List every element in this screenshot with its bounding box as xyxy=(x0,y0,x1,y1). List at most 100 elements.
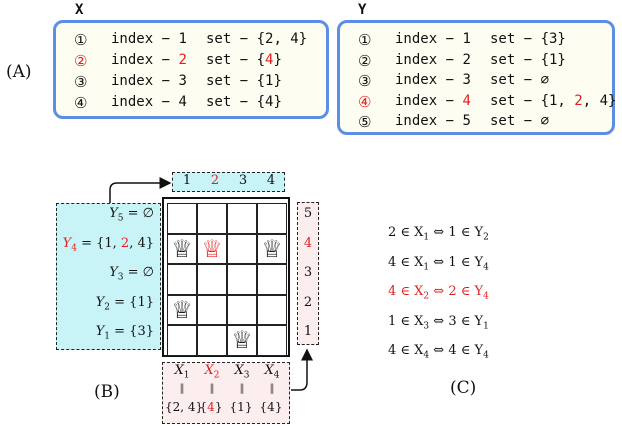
equals-glyph: ‖ xyxy=(179,383,185,394)
eq-left: 4 ∈ X xyxy=(388,284,424,299)
y-set-value: = {3} xyxy=(110,324,154,339)
y-row: ② index − 2 set − {1} xyxy=(340,52,612,72)
eq-right: ⇔ 4 ∈ Y xyxy=(429,343,484,358)
y-set-text: set − {3} xyxy=(490,31,566,47)
equivalence-equation: 2 ∈ X1 ⇔ 1 ∈ Y2 xyxy=(388,225,489,243)
y-row-index: index − 3 xyxy=(395,72,471,88)
eq-left-sub: 4 xyxy=(423,350,430,361)
y-box-title: Y xyxy=(358,2,367,18)
board-cell xyxy=(257,294,287,325)
eq-right-sub: 4 xyxy=(483,291,489,302)
y-box: ① index − 1 set − {3} ② index − 2 set − {1} ③ i… xyxy=(337,20,616,135)
x-set-values: 4 xyxy=(265,52,274,68)
queen-icon: ♕ xyxy=(261,234,283,263)
x-name-sub: 4 xyxy=(273,370,280,381)
board-cell xyxy=(227,203,257,234)
x-row-set: set − {4} xyxy=(206,52,282,68)
row-number: 2 xyxy=(303,294,313,310)
board-cell xyxy=(197,203,227,234)
board-grid: ♕ ♕ ♕ ♕ ♕ xyxy=(167,203,287,356)
y-index-value: 2 xyxy=(462,51,471,68)
x-box-title: X xyxy=(75,2,84,18)
y-row-number: ④ xyxy=(358,92,372,111)
column-number: 3 xyxy=(238,173,248,188)
x-set-values: 1 xyxy=(265,73,274,89)
y-row-set: set − {1, 2, 4} xyxy=(490,93,616,109)
x-row: ② index − 2 set − {4} xyxy=(56,52,326,72)
x-set-values: 2, 4 xyxy=(265,31,299,47)
board-cell xyxy=(167,264,197,295)
eq-right: ⇔ 3 ∈ Y xyxy=(429,313,484,329)
equivalence-equation: 4 ∈ X1 ⇔ 1 ∈ Y4 xyxy=(388,255,489,273)
board-cell xyxy=(167,294,197,325)
y-set-name: Y xyxy=(95,294,105,310)
y-row-number: ⑤ xyxy=(358,113,372,131)
equivalence-equation: 4 ∈ X2 ⇔ 2 ∈ Y4 xyxy=(388,284,489,302)
y-set-label: Y2 = {1} xyxy=(96,295,154,313)
x-row-set: set − {4} xyxy=(206,94,282,110)
x-name: X xyxy=(264,363,274,378)
x-name-label: X3 xyxy=(227,363,257,381)
x-row: ④ index − 4 set − {4} xyxy=(56,94,326,114)
board-cell xyxy=(257,233,287,264)
board-cell xyxy=(197,264,227,295)
x-set-prefix: set − { xyxy=(206,31,266,47)
board-cell xyxy=(167,203,197,234)
queen-icon: ♕ xyxy=(201,234,223,263)
y-row-index: index − 2 xyxy=(395,52,471,68)
eq-right: ⇔ 1 ∈ Y xyxy=(429,225,484,240)
eq-left-sub: 2 xyxy=(423,291,430,302)
x-box: ① index − 1 set − {2, 4} ② index − 2 set − {4… xyxy=(53,20,329,119)
arrow-x-to-rows xyxy=(291,348,313,391)
y-row-number: ② xyxy=(358,51,372,70)
row-number: 3 xyxy=(303,265,313,280)
x-set-suffix: } xyxy=(298,31,308,47)
y-index-prefix: index − xyxy=(395,72,463,88)
x-row: ① index − 1 set − {2, 4} xyxy=(56,31,326,51)
row-numbers-box: 5 4 3 2 1 xyxy=(297,202,319,345)
x-set-post: } xyxy=(214,400,223,414)
y-set-c: , 4} xyxy=(582,92,617,109)
x-name-sub: 1 xyxy=(183,370,190,381)
x-name-sub: 3 xyxy=(243,370,250,381)
panel-a-label: (A) xyxy=(6,62,32,82)
eq-left: 4 ∈ X xyxy=(388,343,424,358)
x-name-sub: 2 xyxy=(213,370,220,381)
equals-glyph: ‖ xyxy=(209,383,215,394)
board-cell xyxy=(227,264,257,295)
y-index-prefix: index − xyxy=(395,51,463,68)
x-index-value: 2 xyxy=(178,52,187,68)
x-set-values: 4 xyxy=(265,94,274,110)
y-row: ④ index − 4 set − {1, 2, 4} xyxy=(340,92,616,113)
eq-right-sub: 1 xyxy=(483,321,489,332)
x-set-value: {2, 4} xyxy=(165,400,203,414)
x-set-prefix: set − { xyxy=(206,73,266,89)
x-set-mid: 4 xyxy=(207,400,215,414)
y-set-text: set − ∅ xyxy=(490,113,550,129)
y-set-name: Y xyxy=(109,265,118,280)
y-set-sub: 4 xyxy=(71,243,77,254)
board-cell xyxy=(197,294,227,325)
eq-left: 2 ∈ X xyxy=(388,225,424,240)
eq-left-sub: 1 xyxy=(423,262,430,273)
x-set-text: {4} xyxy=(259,400,283,414)
x-index-prefix: index − xyxy=(111,31,179,47)
row-number: 5 xyxy=(303,206,313,221)
eq-right-sub: 2 xyxy=(483,232,489,243)
x-set-suffix: } xyxy=(273,73,282,89)
x-row-index: index − 3 xyxy=(111,73,187,89)
x-set-value: {1} xyxy=(225,400,257,414)
y-index-value: 1 xyxy=(462,31,471,47)
x-name: X xyxy=(204,363,214,378)
y-set-sub: 5 xyxy=(117,213,124,224)
y-row-index: index − 1 xyxy=(395,31,471,47)
x-name: X xyxy=(234,363,244,378)
y-set-name: Y xyxy=(95,324,105,339)
y-set-sub: 3 xyxy=(117,272,124,283)
y-row-set: set − {1} xyxy=(490,52,566,68)
x-index-value: 3 xyxy=(178,73,187,89)
x-set-prefix: set − { xyxy=(206,52,266,68)
y-row-index: index − 5 xyxy=(395,113,471,129)
board-cell xyxy=(167,325,197,356)
